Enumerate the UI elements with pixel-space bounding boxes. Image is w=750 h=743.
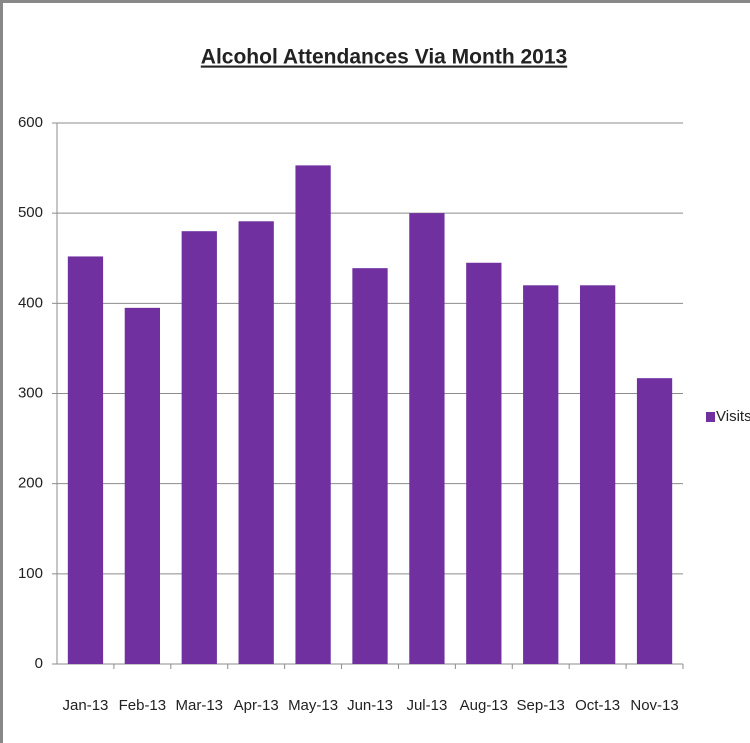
x-tick-label: Apr-13 — [234, 697, 279, 714]
x-tick-label: Mar-13 — [176, 697, 224, 714]
bar — [238, 221, 274, 664]
y-tick-label: 200 — [18, 475, 43, 492]
x-tick-label: May-13 — [288, 697, 338, 714]
legend-swatch — [706, 412, 715, 422]
y-tick-label: 0 — [35, 655, 43, 672]
y-tick-label: 300 — [18, 384, 43, 401]
x-tick-label: Jul-13 — [406, 697, 447, 714]
x-tick-label: Sep-13 — [517, 697, 565, 714]
bar — [579, 285, 616, 664]
y-tick-label: 500 — [18, 204, 43, 221]
y-tick-label: 400 — [18, 294, 43, 311]
legend-label: Visits — [716, 408, 750, 425]
bar — [523, 285, 559, 664]
y-tick-label: 600 — [18, 114, 43, 131]
bar — [409, 213, 445, 664]
bar — [124, 307, 161, 664]
x-tick-label: Jan-13 — [63, 697, 109, 714]
chart-title: Alcohol Attendances Via Month 2013 — [201, 46, 567, 69]
bar — [636, 378, 673, 664]
bar — [67, 256, 104, 664]
bar — [466, 262, 502, 664]
x-tick-label: Feb-13 — [119, 697, 167, 714]
x-tick-label: Jun-13 — [347, 697, 393, 714]
x-tick-label: Oct-13 — [575, 697, 620, 714]
bar — [352, 268, 388, 664]
bar — [295, 165, 331, 664]
bar — [181, 231, 217, 664]
x-tick-label: Aug-13 — [460, 697, 508, 714]
x-tick-label: Nov-13 — [630, 697, 678, 714]
y-tick-label: 100 — [18, 565, 43, 582]
